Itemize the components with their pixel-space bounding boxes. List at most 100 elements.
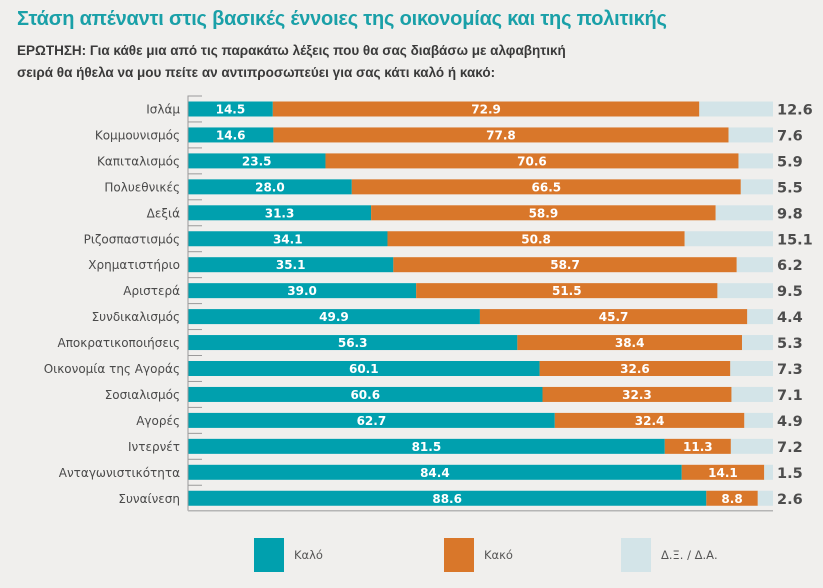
value-label-bad: 70.6 <box>517 154 547 168</box>
question-line-2: σειρά θα ήθελα να μου πείτε αν αντιπροσω… <box>17 65 496 80</box>
value-label-good: 60.1 <box>349 362 379 376</box>
bar-segment-dk <box>730 361 773 376</box>
legend-item-dk: Δ.Ξ. / Δ.Α. <box>621 538 718 572</box>
bar-segment-bad <box>479 309 748 325</box>
value-label-good: 31.3 <box>265 206 295 220</box>
value-label-good: 23.5 <box>242 154 272 168</box>
bar-segment-good <box>188 127 274 143</box>
legend-label-dk: Δ.Ξ. / Δ.Α. <box>661 548 718 562</box>
bar-segment-bad <box>542 386 732 402</box>
bar-segment-good <box>188 231 388 247</box>
value-label-dk: 2.6 <box>777 492 803 508</box>
category-label: Ανταγωνιστικότητα <box>59 466 180 480</box>
stacked-bar-chart: Ισλάμ 14.5 72.9 12.6 Κομμουνισμός 14.6 77.8 7.6… <box>44 95 813 512</box>
bar-segment-dk <box>717 283 773 299</box>
value-label-bad: 14.1 <box>708 466 738 480</box>
bar-row: Οικονομία της Αγοράς 60.1 32.6 7.3 <box>44 361 803 378</box>
bar-segment-dk <box>764 464 773 480</box>
bar-segment-good <box>188 490 707 506</box>
bar-segment-bad <box>273 127 729 143</box>
category-label: Αγορές <box>136 414 180 428</box>
bar-segment-dk <box>747 309 773 325</box>
value-label-good: 49.9 <box>319 310 349 324</box>
legend-label-bad: Κακό <box>484 548 513 562</box>
bar-segment-dk <box>728 127 773 143</box>
value-label-bad: 66.5 <box>532 180 562 194</box>
bar-segment-good <box>188 309 480 325</box>
value-label-good: 88.6 <box>432 492 462 506</box>
bar-row: Πολυεθνικές 28.0 66.5 5.5 <box>104 179 803 196</box>
bar-row: Ανταγωνιστικότητα 84.4 14.1 1.5 <box>59 464 803 482</box>
value-label-bad: 45.7 <box>599 310 629 324</box>
bar-segment-dk <box>757 490 773 506</box>
category-label: Σοσιαλισμός <box>105 388 180 402</box>
value-label-dk: 7.3 <box>777 362 803 378</box>
value-label-bad: 58.7 <box>550 258 580 272</box>
value-label-good: 34.1 <box>273 232 303 246</box>
value-label-dk: 4.9 <box>777 414 803 430</box>
bar-segment-good <box>188 386 543 402</box>
value-label-bad: 32.3 <box>622 388 652 402</box>
value-label-good: 60.6 <box>350 388 380 402</box>
legend-item-good: Καλό <box>254 538 323 572</box>
value-label-bad: 51.5 <box>552 284 582 298</box>
value-label-dk: 6.2 <box>777 258 803 274</box>
bar-segment-bad <box>272 101 700 117</box>
value-label-bad: 32.6 <box>620 362 650 376</box>
value-label-bad: 72.9 <box>471 103 501 117</box>
value-label-dk: 15.1 <box>777 232 813 248</box>
category-label: Κομμουνισμός <box>95 128 180 142</box>
category-label: Χρηματιστήριο <box>88 258 180 272</box>
bar-segment-dk <box>744 412 773 428</box>
bar-row: Συνδικαλισμός 49.9 45.7 4.4 <box>92 309 803 326</box>
bar-row: Ισλάμ 14.5 72.9 12.6 <box>146 101 813 119</box>
bar-segment-bad <box>325 153 739 169</box>
bar-row: Ιντερνέτ 81.5 11.3 7.2 <box>128 438 803 456</box>
bar-row: Αποκρατικοποιήσεις 56.3 38.4 5.3 <box>57 335 803 352</box>
bar-segment-good <box>188 179 352 195</box>
bar-row: Αριστερά 39.0 51.5 9.5 <box>123 283 803 300</box>
bar-segment-bad <box>371 205 716 221</box>
value-label-dk: 4.4 <box>777 310 803 326</box>
bar-row: Ριζοσπαστισμός 34.1 50.8 15.1 <box>84 231 813 248</box>
legend: Καλό Κακό Δ.Ξ. / Δ.Α. <box>0 538 823 572</box>
value-label-good: 28.0 <box>255 180 285 194</box>
bar-row: Καπιταλισμός 23.5 70.6 5.9 <box>97 153 803 170</box>
category-label: Οικονομία της Αγοράς <box>44 362 180 376</box>
bar-segment-bad <box>554 412 745 428</box>
bar-segment-dk <box>738 153 773 169</box>
bar-segment-good <box>188 101 273 117</box>
bar-segment-good <box>188 412 555 428</box>
survey-question: ΕΡΩΤΗΣΗ: Για κάθε μια από τις παρακάτω λ… <box>17 40 657 84</box>
question-line-1: ΕΡΩΤΗΣΗ: Για κάθε μια από τις παρακάτω λ… <box>17 43 566 58</box>
bar-segment-bad <box>387 231 685 247</box>
bar-segment-bad <box>539 361 731 376</box>
bar-segment-dk <box>730 438 773 454</box>
category-label: Αποκρατικοποιήσεις <box>57 336 180 350</box>
bar-segment-good <box>188 464 682 480</box>
bar-row: Συναίνεση 88.6 8.8 2.6 <box>118 490 803 508</box>
value-label-dk: 7.2 <box>777 440 803 456</box>
value-label-dk: 9.8 <box>777 206 803 222</box>
bar-segment-dk <box>740 179 773 195</box>
value-label-bad: 50.8 <box>521 232 551 246</box>
category-label: Δεξιά <box>147 206 180 220</box>
value-label-dk: 5.3 <box>777 336 803 352</box>
value-label-good: 62.7 <box>357 414 387 428</box>
chart-title: Στάση απέναντι στις βασικές έννοιες της … <box>17 8 667 30</box>
value-label-good: 14.6 <box>216 128 246 142</box>
category-label: Ριζοσπαστισμός <box>84 232 180 246</box>
legend-swatch-good <box>254 538 284 572</box>
bar-row: Κομμουνισμός 14.6 77.8 7.6 <box>95 127 803 144</box>
bar-row: Δεξιά 31.3 58.9 9.8 <box>147 205 803 222</box>
value-label-dk: 5.5 <box>777 180 803 196</box>
bar-segment-bad <box>706 490 758 506</box>
value-label-dk: 7.1 <box>777 388 803 404</box>
value-label-bad: 8.8 <box>721 492 742 506</box>
category-label: Αριστερά <box>123 284 180 298</box>
value-label-good: 81.5 <box>412 440 442 454</box>
category-label: Συνδικαλισμός <box>92 310 180 324</box>
chart-rows: Ισλάμ 14.5 72.9 12.6 Κομμουνισμός 14.6 77.8 7.6… <box>44 101 813 508</box>
bar-segment-bad <box>664 438 731 454</box>
category-label: Ιντερνέτ <box>128 440 180 454</box>
